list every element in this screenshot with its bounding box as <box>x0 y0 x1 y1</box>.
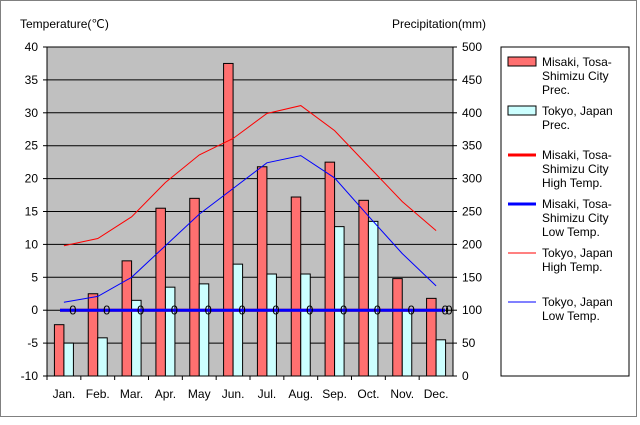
zero-label: 0 <box>205 303 212 318</box>
line-layer <box>60 105 445 312</box>
y-right-axis-title: Precipitation(mm) <box>392 17 486 31</box>
legend-label: Low Temp. <box>542 225 600 239</box>
x-tick-label: Feb. <box>86 387 110 401</box>
y-right-tick-label: 50 <box>462 336 476 350</box>
x-tick-label: Dec. <box>424 387 449 401</box>
y-right-tick-label: 0 <box>462 369 469 383</box>
zero-label: 0 <box>445 303 452 318</box>
legend-label: Tokyo, Japan <box>542 295 613 309</box>
y-right-tick-label: 450 <box>462 73 482 87</box>
zero-label: 0 <box>69 303 76 318</box>
precip-bar <box>131 299 142 377</box>
precip-bar <box>435 339 447 377</box>
x-tick-label: Oct. <box>357 387 379 401</box>
temp-line <box>63 105 437 247</box>
legend-label: Shimizu City <box>542 211 609 225</box>
bar-layer <box>53 62 447 377</box>
precip-bar <box>97 337 108 377</box>
legend-label: Shimizu City <box>542 69 609 83</box>
y-right-tick-label: 500 <box>462 40 482 54</box>
y-left-tick-label: 20 <box>25 172 39 186</box>
precip-bar <box>232 263 244 377</box>
precip-bar <box>63 342 74 377</box>
zero-label: 0 <box>272 303 279 318</box>
legend-box <box>500 46 630 377</box>
y-left-tick-label: 40 <box>25 40 39 54</box>
y-right-tick-label: 350 <box>462 139 482 153</box>
y-right-tick-label: 200 <box>462 237 482 251</box>
precip-bar <box>401 309 413 377</box>
temp-line <box>63 155 437 303</box>
precip-bar <box>256 166 268 377</box>
y-right-tick-label: 400 <box>462 106 482 120</box>
precip-bar <box>290 196 302 377</box>
x-tick-label: Jun. <box>222 387 245 401</box>
y-right-tick-label: 150 <box>462 270 482 284</box>
legend-label: Prec. <box>542 83 570 97</box>
legend-swatch <box>507 56 537 67</box>
precip-bar <box>164 286 176 377</box>
precip-bar <box>358 199 369 377</box>
precip-bar <box>300 273 311 377</box>
y-left-tick-label: 35 <box>25 73 39 87</box>
legend-label: Tokyo, Japan <box>542 104 613 118</box>
y-left-axis-title: Temperature(℃) <box>20 17 109 31</box>
zero-labels: 0 0 0 0 0 0 0 0 0 0 0 00 <box>69 303 452 318</box>
x-tick-label: Apr. <box>155 387 176 401</box>
precip-bar <box>392 278 403 377</box>
x-tick-label: Jul. <box>258 387 277 401</box>
precip-bar <box>324 161 336 377</box>
precip-bar <box>266 273 277 377</box>
zero-label: 0 <box>374 303 381 318</box>
zero-label: 0 <box>408 303 415 318</box>
y-left-tick-label: -5 <box>27 336 38 350</box>
legend-label: Prec. <box>542 118 570 132</box>
y-left-tick-label: 30 <box>25 106 39 120</box>
x-tick-label: Aug. <box>288 387 313 401</box>
x-tick-label: Nov. <box>390 387 414 401</box>
y-right-tick-label: 250 <box>462 205 482 219</box>
y-left-tick-label: -10 <box>21 369 39 383</box>
zero-label: 0 <box>137 303 144 318</box>
zero-label: 0 <box>103 303 110 318</box>
zero-label: 0 <box>340 303 347 318</box>
y-left-tick-label: 25 <box>25 139 39 153</box>
y-left-tick-label: 0 <box>31 303 38 317</box>
zero-label: 0 <box>171 303 178 318</box>
precip-bar <box>87 293 99 377</box>
y-left-tick-label: 15 <box>25 205 39 219</box>
legend-label: High Temp. <box>542 176 602 190</box>
precip-bar <box>189 197 200 377</box>
legend-label: Low Temp. <box>542 309 600 323</box>
legend-label: Tokyo, Japan <box>542 246 613 260</box>
x-tick-label: Jan. <box>53 387 76 401</box>
legend-swatch <box>507 105 537 116</box>
legend-label: Misaki, Tosa- <box>542 55 612 69</box>
zero-label: 0 <box>306 303 313 318</box>
legend-label: Misaki, Tosa- <box>542 148 612 162</box>
precip-bar <box>367 220 379 377</box>
precip-bar <box>198 283 210 377</box>
legend-label: High Temp. <box>542 260 602 274</box>
legend-label: Shimizu City <box>542 162 609 176</box>
precip-bar <box>426 297 437 377</box>
x-tick-label: Mar. <box>120 387 143 401</box>
y-right-tick-label: 100 <box>462 303 482 317</box>
precip-bar <box>334 226 345 377</box>
legend-label: Misaki, Tosa- <box>542 197 612 211</box>
x-tick-label: May <box>188 387 211 401</box>
precip-bar <box>155 207 166 377</box>
y-left-tick-label: 10 <box>25 237 39 251</box>
precip-bar <box>223 62 234 377</box>
y-left-tick-label: 5 <box>31 270 38 284</box>
y-right-tick-label: 300 <box>462 172 482 186</box>
precip-bar <box>53 324 65 377</box>
x-tick-label: Sep. <box>322 387 347 401</box>
zero-label: 0 <box>441 303 448 318</box>
zero-label: 0 <box>238 303 245 318</box>
